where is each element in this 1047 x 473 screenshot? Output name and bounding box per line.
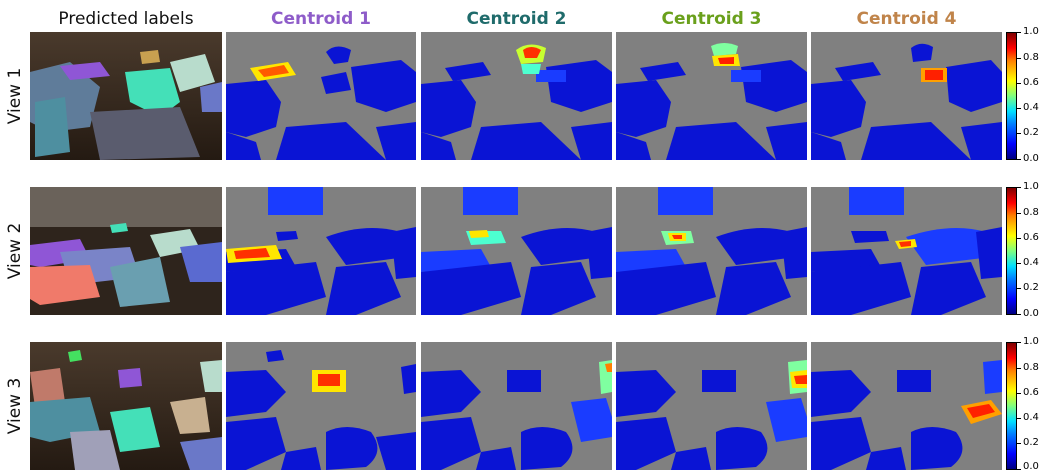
colorbar-tick-label: 0.2: [1023, 127, 1039, 138]
column-title-predicted-labels: Predicted labels: [58, 9, 194, 29]
colorbar-gradient: [1006, 32, 1017, 160]
centroid-2-view-3: [421, 342, 612, 470]
colorbar-view-2: 0.0 0.2 0.4 0.6 0.8 1.0: [1006, 182, 1046, 319]
colorbar-tick-label: 0.8: [1023, 207, 1039, 218]
colorbar-view-1: 0.0 0.2 0.4 0.6 0.8 1.0: [1006, 27, 1046, 164]
centroid-3-view-3: [616, 342, 807, 470]
colorbar-tick-label: 0.0: [1023, 461, 1039, 472]
colorbar-gradient: [1006, 342, 1017, 470]
column-title-centroid-3: Centroid 3: [661, 9, 762, 29]
centroid-1-view-1: [226, 32, 416, 160]
colorbar-tick-label: 0.6: [1023, 387, 1039, 398]
centroid-2-view-1: [421, 32, 612, 160]
centroid-3-view-1: [616, 32, 807, 160]
centroid-1-view-3: [226, 342, 416, 470]
colorbar-tick-label: 0.2: [1023, 437, 1039, 448]
colorbar-tick-label: 0.6: [1023, 232, 1039, 243]
row-label-view-2: View 2: [5, 222, 25, 280]
predicted-labels-view-3: [30, 342, 222, 470]
colorbar-tick-label: 0.0: [1023, 308, 1039, 319]
predicted-labels-view-1: [30, 32, 222, 160]
colorbar-gradient: [1006, 187, 1017, 315]
centroid-4-view-3: [811, 342, 1002, 470]
colorbar-tick-label: 1.0: [1023, 26, 1039, 37]
colorbar-tick-label: 1.0: [1023, 181, 1039, 192]
colorbar-tick-label: 0.8: [1023, 52, 1039, 63]
colorbar-tick-label: 0.4: [1023, 412, 1039, 423]
centroid-4-view-2: [811, 187, 1002, 315]
colorbar-tick-label: 1.0: [1023, 336, 1039, 347]
centroid-2-view-2: [421, 187, 612, 315]
colorbar-tick-label: 0.6: [1023, 77, 1039, 88]
row-label-view-1: View 1: [5, 67, 25, 125]
centroid-3-view-2: [616, 187, 807, 315]
column-title-centroid-4: Centroid 4: [856, 9, 957, 29]
centroid-1-view-2: [226, 187, 416, 315]
colorbar-view-3: 0.0 0.2 0.4 0.6 0.8 1.0: [1006, 337, 1046, 472]
colorbar-tick-label: 0.4: [1023, 102, 1039, 113]
column-title-centroid-1: Centroid 1: [270, 9, 372, 29]
colorbar-tick-label: 0.2: [1023, 282, 1039, 293]
centroid-4-view-1: [811, 32, 1002, 160]
colorbar-tick-label: 0.4: [1023, 257, 1039, 268]
row-label-view-3: View 3: [5, 377, 25, 435]
column-title-centroid-2: Centroid 2: [466, 9, 567, 29]
predicted-labels-view-2: [30, 187, 222, 315]
colorbar-tick-label: 0.0: [1023, 153, 1039, 164]
colorbar-tick-label: 0.8: [1023, 362, 1039, 373]
